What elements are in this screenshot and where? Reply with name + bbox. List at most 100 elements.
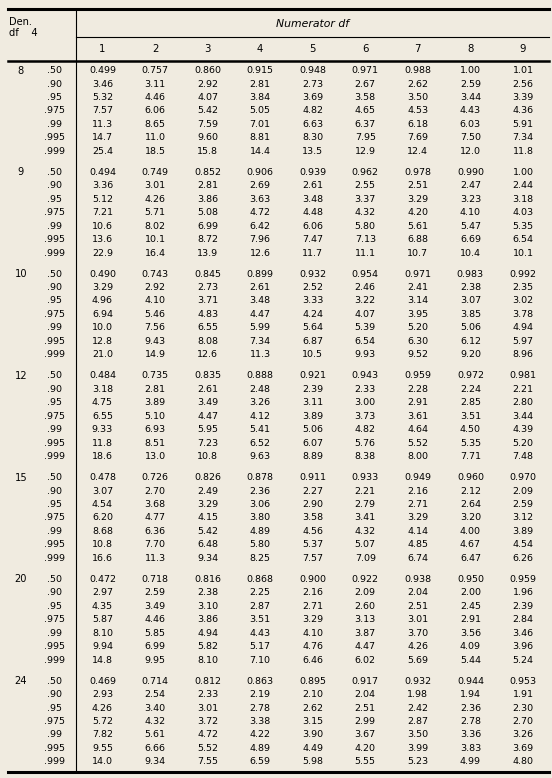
Text: 5.72: 5.72 bbox=[92, 717, 113, 726]
Text: 2.51: 2.51 bbox=[407, 181, 428, 191]
Text: 1.00: 1.00 bbox=[512, 168, 533, 177]
Text: 5.98: 5.98 bbox=[302, 758, 323, 766]
Text: 3.22: 3.22 bbox=[355, 296, 376, 306]
Text: 3.48: 3.48 bbox=[250, 296, 270, 306]
Text: 5.52: 5.52 bbox=[407, 439, 428, 447]
Text: 20: 20 bbox=[15, 574, 27, 584]
Text: .90: .90 bbox=[46, 283, 62, 292]
Text: 3.18: 3.18 bbox=[512, 194, 534, 204]
Text: 0.499: 0.499 bbox=[89, 66, 116, 75]
Text: 6.02: 6.02 bbox=[355, 656, 376, 664]
Text: 0.868: 0.868 bbox=[247, 575, 274, 584]
Text: 3.29: 3.29 bbox=[92, 283, 113, 292]
Text: 0.835: 0.835 bbox=[194, 371, 221, 380]
Text: .99: .99 bbox=[46, 426, 62, 434]
Text: 2.25: 2.25 bbox=[250, 588, 270, 598]
Text: 2.45: 2.45 bbox=[460, 601, 481, 611]
Text: 3.48: 3.48 bbox=[302, 194, 323, 204]
Text: 4.53: 4.53 bbox=[407, 107, 428, 115]
Text: 1: 1 bbox=[99, 44, 105, 54]
Text: 0.943: 0.943 bbox=[352, 371, 379, 380]
Text: 4.20: 4.20 bbox=[355, 744, 376, 753]
Text: 5.95: 5.95 bbox=[197, 426, 218, 434]
Text: 0.911: 0.911 bbox=[299, 473, 326, 482]
Text: 2.92: 2.92 bbox=[197, 79, 218, 89]
Text: 2.61: 2.61 bbox=[197, 385, 218, 394]
Text: 2.38: 2.38 bbox=[460, 283, 481, 292]
Text: 4.22: 4.22 bbox=[250, 731, 270, 739]
Text: 2.62: 2.62 bbox=[302, 703, 323, 713]
Text: 4.07: 4.07 bbox=[197, 93, 218, 102]
Text: .99: .99 bbox=[46, 120, 62, 129]
Text: 13.6: 13.6 bbox=[92, 235, 113, 244]
Text: 2.87: 2.87 bbox=[407, 717, 428, 726]
Text: 8.96: 8.96 bbox=[512, 350, 533, 359]
Text: 3.38: 3.38 bbox=[250, 717, 271, 726]
Text: 2.78: 2.78 bbox=[250, 703, 270, 713]
Text: .90: .90 bbox=[46, 690, 62, 699]
Text: 7.82: 7.82 bbox=[92, 731, 113, 739]
Text: 4: 4 bbox=[257, 44, 263, 54]
Text: 2.36: 2.36 bbox=[460, 703, 481, 713]
Text: .50: .50 bbox=[46, 168, 62, 177]
Text: 0.988: 0.988 bbox=[404, 66, 431, 75]
Text: 4.82: 4.82 bbox=[302, 107, 323, 115]
Text: 4.77: 4.77 bbox=[145, 513, 166, 523]
Text: 4.75: 4.75 bbox=[92, 398, 113, 407]
Text: 3.58: 3.58 bbox=[302, 513, 323, 523]
Text: 3.72: 3.72 bbox=[197, 717, 218, 726]
Text: 0.938: 0.938 bbox=[404, 575, 432, 584]
Text: 5.91: 5.91 bbox=[512, 120, 533, 129]
Text: 9.33: 9.33 bbox=[92, 426, 113, 434]
Text: 13.9: 13.9 bbox=[197, 249, 218, 258]
Text: 3.07: 3.07 bbox=[92, 486, 113, 496]
Text: .50: .50 bbox=[46, 371, 62, 380]
Text: 2.09: 2.09 bbox=[512, 486, 533, 496]
Text: 14.7: 14.7 bbox=[92, 133, 113, 142]
Text: 12: 12 bbox=[15, 371, 27, 380]
Text: 11.3: 11.3 bbox=[145, 554, 166, 563]
Text: 4.35: 4.35 bbox=[92, 601, 113, 611]
Text: 6.37: 6.37 bbox=[355, 120, 376, 129]
Text: 11.8: 11.8 bbox=[512, 147, 533, 156]
Text: 2.99: 2.99 bbox=[355, 717, 376, 726]
Text: .50: .50 bbox=[46, 677, 62, 685]
Text: 1.01: 1.01 bbox=[512, 66, 533, 75]
Text: 7.57: 7.57 bbox=[302, 554, 323, 563]
Text: 9.63: 9.63 bbox=[250, 452, 270, 461]
Text: .995: .995 bbox=[44, 133, 65, 142]
Text: 2.55: 2.55 bbox=[355, 181, 376, 191]
Text: 6.07: 6.07 bbox=[302, 439, 323, 447]
Text: .999: .999 bbox=[44, 350, 65, 359]
Text: 12.0: 12.0 bbox=[460, 147, 481, 156]
Text: 10: 10 bbox=[15, 269, 27, 279]
Text: 8: 8 bbox=[18, 65, 24, 75]
Text: 6.52: 6.52 bbox=[250, 439, 270, 447]
Text: 3.36: 3.36 bbox=[460, 731, 481, 739]
Text: 7.57: 7.57 bbox=[92, 107, 113, 115]
Text: 9.95: 9.95 bbox=[145, 656, 166, 664]
Text: 10.8: 10.8 bbox=[92, 541, 113, 549]
Text: 7.47: 7.47 bbox=[302, 235, 323, 244]
Text: 4.94: 4.94 bbox=[512, 324, 533, 332]
Text: 4.64: 4.64 bbox=[407, 426, 428, 434]
Text: 0.860: 0.860 bbox=[194, 66, 221, 75]
Text: 4.47: 4.47 bbox=[355, 642, 376, 651]
Text: 2.09: 2.09 bbox=[355, 588, 376, 598]
Text: 2.19: 2.19 bbox=[250, 690, 270, 699]
Text: 0.888: 0.888 bbox=[247, 371, 274, 380]
Text: 8.38: 8.38 bbox=[355, 452, 376, 461]
Text: 3.96: 3.96 bbox=[512, 642, 534, 651]
Text: 6.93: 6.93 bbox=[145, 426, 166, 434]
Text: 2.28: 2.28 bbox=[407, 385, 428, 394]
Text: 3.89: 3.89 bbox=[512, 527, 534, 536]
Text: 0.978: 0.978 bbox=[404, 168, 431, 177]
Text: 2.61: 2.61 bbox=[302, 181, 323, 191]
Text: 8.65: 8.65 bbox=[145, 120, 166, 129]
Text: 6.69: 6.69 bbox=[460, 235, 481, 244]
Text: 5.61: 5.61 bbox=[145, 731, 166, 739]
Text: 3.44: 3.44 bbox=[512, 412, 534, 421]
Text: 5.42: 5.42 bbox=[197, 107, 218, 115]
Text: 6.03: 6.03 bbox=[460, 120, 481, 129]
Text: 2.59: 2.59 bbox=[512, 500, 533, 509]
